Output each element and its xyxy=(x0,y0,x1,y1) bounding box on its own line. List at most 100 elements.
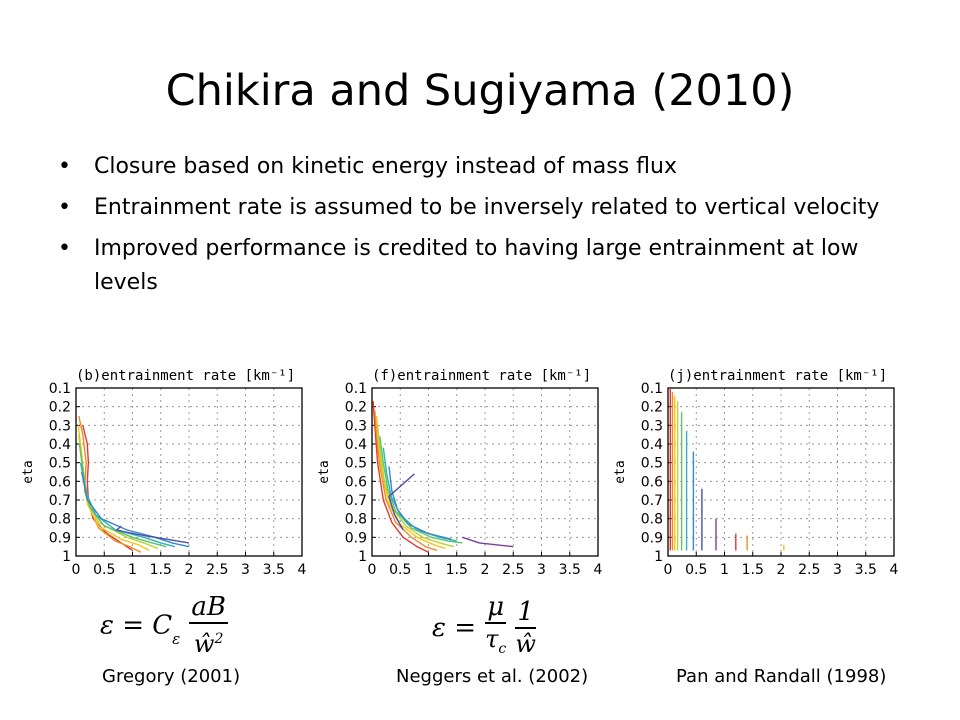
bullet-list: • Closure based on kinetic energy instead… xyxy=(58,150,918,307)
chart-pan: (j)entrainment rate [km⁻¹] 0 0.5 1 1.5 2 2.5 3 3… xyxy=(613,368,899,578)
caption-gregory: Gregory (2001) xyxy=(102,666,241,687)
x-tick-label: 0 xyxy=(664,562,673,578)
x-tick-label: 3 xyxy=(241,562,250,578)
y-tick-label: 0.5 xyxy=(49,456,71,472)
y-tick-label: 0.6 xyxy=(641,474,663,490)
x-tick-label: 0.5 xyxy=(93,562,115,578)
y-tick-label: 0.2 xyxy=(345,400,367,416)
x-tick-label: 0.5 xyxy=(685,562,707,578)
x-tick-label: 2 xyxy=(481,562,490,578)
y-tick-label: 1 xyxy=(62,549,71,565)
y-tick-label: 0.3 xyxy=(345,418,367,434)
y-tick-label: 1 xyxy=(654,549,663,565)
equation-fraction: aB ŵ2 xyxy=(189,592,228,659)
x-tick-label: 3.5 xyxy=(855,562,877,578)
series-line xyxy=(376,425,455,548)
y-axis-label: eta xyxy=(613,460,628,483)
equation-denominator: ŵ2 xyxy=(189,624,228,659)
caption-neggers: Neggers et al. (2002) xyxy=(396,666,589,687)
equation-neggers: ε = μ τc 1 ŵ xyxy=(432,592,536,664)
bullet-text: Entrainment rate is assumed to be invers… xyxy=(94,195,880,220)
x-tick-label: 0.5 xyxy=(389,562,411,578)
series-line xyxy=(462,536,514,548)
y-tick-label: 0.1 xyxy=(641,381,663,397)
x-tick-label: 4 xyxy=(890,562,899,578)
y-tick-label: 0.3 xyxy=(49,418,71,434)
x-tick-label: 1.5 xyxy=(446,562,468,578)
equation-fraction-2: 1 ŵ xyxy=(515,597,536,659)
equation-numerator: 1 xyxy=(515,596,536,629)
series-line xyxy=(116,525,190,544)
y-tick-label: 0.4 xyxy=(49,437,71,453)
series-line xyxy=(382,447,457,542)
chart-panel-neggers: (f)entrainment rate [km⁻¹] 0 0.5 1 1.5 2 2.5 3 3… xyxy=(314,360,614,586)
bullet-item: • Improved performance is credited to hav… xyxy=(58,232,918,300)
x-tick-label: 2 xyxy=(185,562,194,578)
equation-fraction-1: μ τc xyxy=(485,592,507,664)
equation-denominator: τc xyxy=(485,624,506,664)
x-tick-label: 2 xyxy=(777,562,786,578)
slide-title: Chikira and Sugiyama (2010) xyxy=(165,66,795,116)
equation-numerator: aB xyxy=(189,592,228,624)
y-tick-label: 0.9 xyxy=(641,530,663,546)
series-line xyxy=(388,466,452,540)
equation-gregory: ε = Cε aB ŵ2 xyxy=(100,592,228,659)
y-tick-label: 0.8 xyxy=(641,512,663,528)
y-tick-label: 0.1 xyxy=(49,381,71,397)
equation-denominator: ŵ xyxy=(515,629,536,658)
equation-den-w: ŵ xyxy=(193,630,215,658)
equation-subscript: ε xyxy=(172,630,181,648)
chart-neggers: (f)entrainment rate [km⁻¹] 0 0.5 1 1.5 2 2.5 3 3… xyxy=(317,368,603,578)
equation-superscript: 2 xyxy=(214,631,224,647)
x-tick-label: 1 xyxy=(424,562,433,578)
equation-numerator: μ xyxy=(485,592,507,624)
x-tick-label: 4 xyxy=(298,562,307,578)
x-tick-label: 1 xyxy=(128,562,137,578)
y-tick-label: 0.9 xyxy=(49,530,71,546)
chart-panel-gregory: (b)entrainment rate [km⁻¹] 0 0.5 1 1.5 2 2.5 3 3… xyxy=(18,360,318,586)
caption-pan: Pan and Randall (1998) xyxy=(676,666,887,687)
equation-den-tau: τ xyxy=(485,625,499,653)
bullet-marker: • xyxy=(58,195,71,220)
y-tick-label: 0.1 xyxy=(345,381,367,397)
x-tick-label: 1.5 xyxy=(150,562,172,578)
bullet-item: • Closure based on kinetic energy instead… xyxy=(58,150,918,184)
y-tick-label: 0.7 xyxy=(641,493,663,509)
y-tick-label: 0.3 xyxy=(641,418,663,434)
bullet-item: • Entrainment rate is assumed to be inver… xyxy=(58,191,918,225)
y-tick-label: 0.4 xyxy=(345,437,367,453)
x-tick-label: 1.5 xyxy=(742,562,764,578)
y-tick-label: 0.7 xyxy=(345,493,367,509)
x-tick-label: 1 xyxy=(720,562,729,578)
y-tick-label: 0.5 xyxy=(641,456,663,472)
y-tick-label: 0.6 xyxy=(49,474,71,490)
series-line xyxy=(77,425,150,552)
bullet-marker: • xyxy=(58,154,71,179)
y-tick-label: 0.6 xyxy=(345,474,367,490)
chart-title: (b)entrainment rate [km⁻¹] xyxy=(76,368,295,384)
chart-gregory: (b)entrainment rate [km⁻¹] 0 0.5 1 1.5 2 2.5 3 3… xyxy=(21,368,307,578)
chart-panel-pan: (j)entrainment rate [km⁻¹] 0 0.5 1 1.5 2 2.5 3 3… xyxy=(610,360,910,586)
equation-lhs: ε = xyxy=(432,612,477,643)
y-tick-label: 0.8 xyxy=(345,512,367,528)
y-tick-label: 0.9 xyxy=(345,530,367,546)
y-tick-label: 0.7 xyxy=(49,493,71,509)
x-tick-label: 2.5 xyxy=(798,562,820,578)
series-line xyxy=(80,471,190,548)
x-tick-label: 4 xyxy=(594,562,603,578)
y-axis-label: eta xyxy=(317,460,332,483)
x-tick-label: 2.5 xyxy=(502,562,524,578)
y-tick-label: 0.2 xyxy=(49,400,71,416)
x-tick-label: 0 xyxy=(72,562,81,578)
x-tick-label: 3.5 xyxy=(559,562,581,578)
series-line xyxy=(372,401,429,553)
x-tick-label: 3.5 xyxy=(263,562,285,578)
x-tick-label: 0 xyxy=(368,562,377,578)
x-tick-label: 3 xyxy=(833,562,842,578)
y-tick-label: 1 xyxy=(358,549,367,565)
bullet-text: Closure based on kinetic energy instead … xyxy=(94,154,677,179)
equation-subscript: c xyxy=(498,640,507,657)
bullet-text: Improved performance is credited to havi… xyxy=(94,236,859,295)
chart-title: (f)entrainment rate [km⁻¹] xyxy=(372,368,591,384)
series-line xyxy=(374,410,438,552)
